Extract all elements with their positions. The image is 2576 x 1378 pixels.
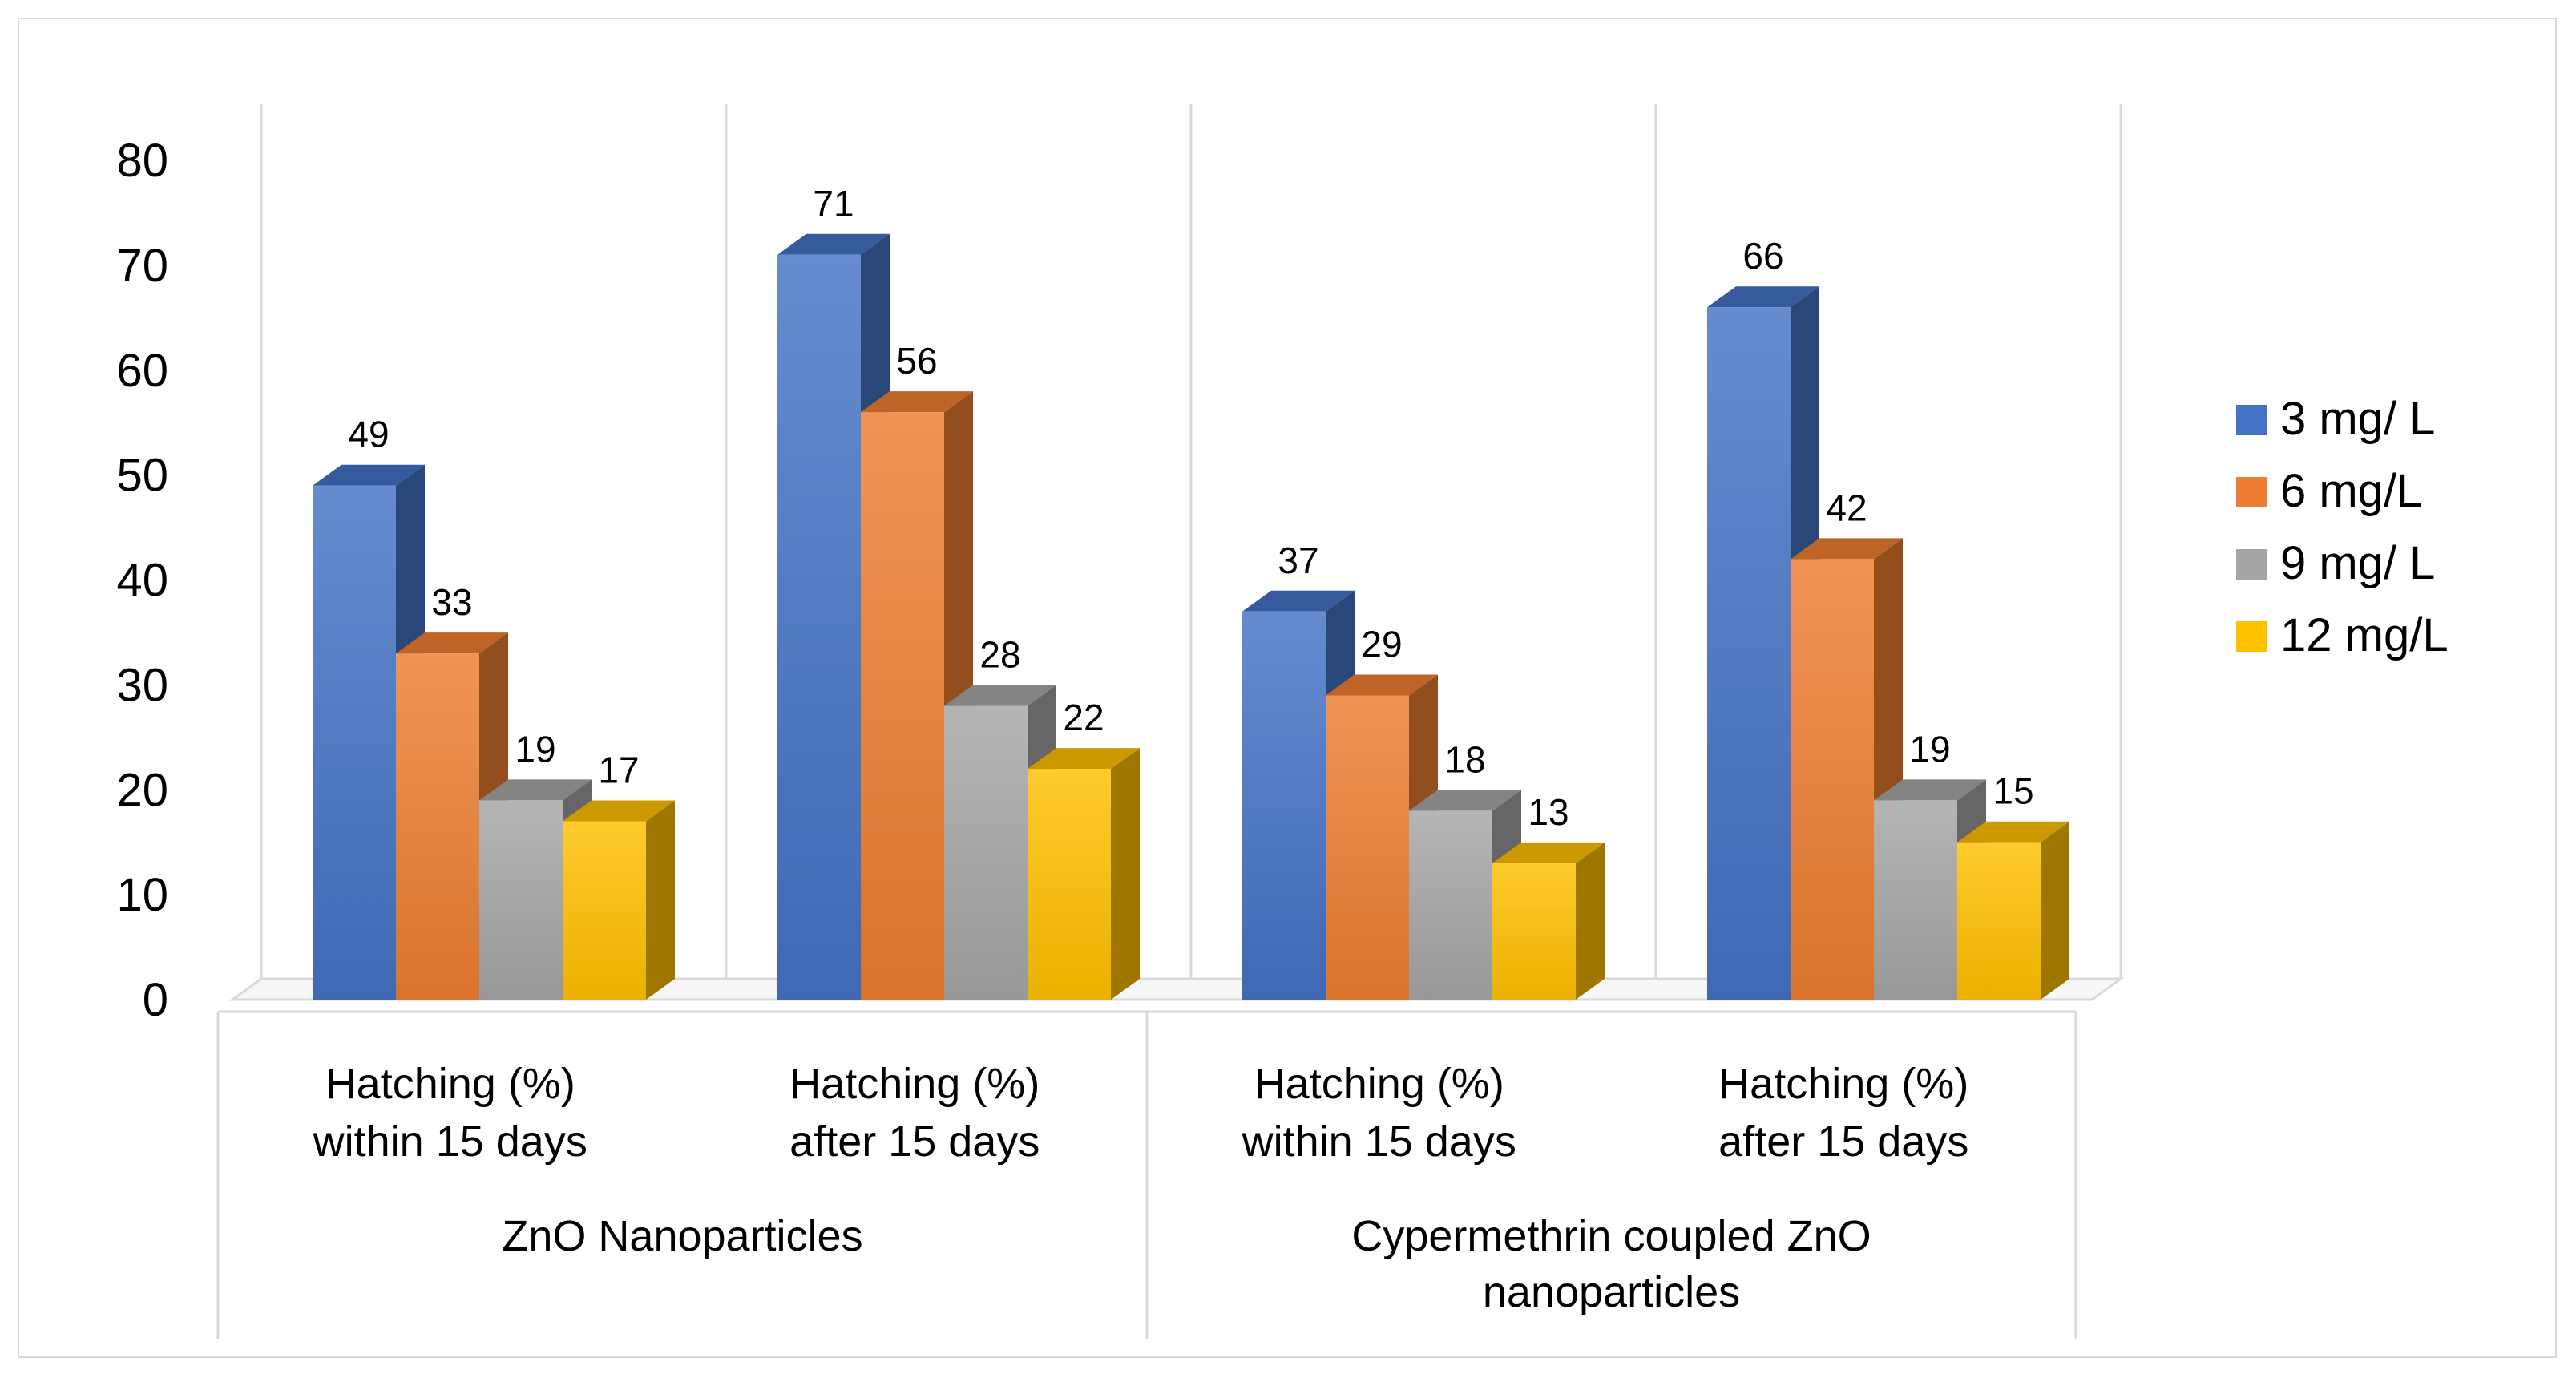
bar-top — [563, 800, 675, 822]
data-label: 18 — [1444, 738, 1485, 780]
y-tick-label: 40 — [116, 555, 168, 607]
bar-side — [1576, 842, 1605, 1000]
bar-front — [1874, 800, 1957, 1000]
category-label: within 15 days — [313, 1117, 587, 1166]
bar-12-mg-l — [1492, 842, 1605, 1000]
bar-top — [1791, 538, 1903, 560]
data-label: 56 — [896, 340, 937, 382]
bar-front — [861, 412, 944, 1000]
group-label: ZnO Nanoparticles — [502, 1212, 862, 1260]
data-labels: 49 33 19 17 71 56 28 22 37 29 18 13 66 42 19 15 — [348, 183, 2033, 833]
bar-side — [646, 800, 675, 1000]
bar-top — [1492, 842, 1605, 863]
bar-front — [1707, 307, 1791, 1000]
data-label: 17 — [598, 750, 639, 791]
y-tick-label: 50 — [116, 450, 168, 502]
category-label: after 15 days — [789, 1117, 1040, 1166]
category-label: within 15 days — [1242, 1117, 1516, 1166]
bar-front — [1409, 810, 1492, 1000]
legend-swatch — [2236, 549, 2267, 580]
data-label: 19 — [1909, 728, 1950, 770]
bar-12-mg-l — [1028, 748, 1140, 1000]
bar-top — [1242, 590, 1355, 612]
y-tick-label: 80 — [116, 135, 168, 187]
legend-swatch — [2236, 405, 2267, 435]
bar-front — [1326, 695, 1409, 1000]
y-tick-label: 70 — [116, 240, 168, 292]
y-tick-label: 20 — [116, 764, 168, 816]
category-label: Hatching (%) — [789, 1060, 1040, 1108]
bar-top — [1409, 790, 1521, 811]
y-tick-label: 60 — [116, 345, 168, 397]
bar-front — [1492, 863, 1576, 1000]
y-axis: 0 10 20 30 40 50 60 70 80 — [116, 135, 168, 1026]
bar-front — [1791, 559, 1874, 1000]
category-label: Hatching (%) — [1254, 1060, 1504, 1108]
bar-top — [777, 233, 890, 255]
bar-top — [861, 391, 973, 413]
category-label: Hatching (%) — [325, 1060, 575, 1108]
category-label: Hatching (%) — [1718, 1060, 1968, 1108]
bar-front — [1957, 842, 2041, 1000]
bar-top — [1707, 286, 1819, 308]
legend-label: 12 mg/L — [2280, 609, 2449, 661]
bar-12-mg-l — [563, 800, 675, 1000]
bar-front — [313, 485, 396, 1000]
data-label: 33 — [431, 581, 472, 623]
bar-side — [1111, 748, 1140, 1000]
data-label: 28 — [979, 634, 1020, 676]
group-label: Cypermethrin coupled ZnO — [1351, 1212, 1871, 1260]
legend-swatch — [2236, 621, 2267, 652]
bar-front — [479, 800, 563, 1000]
bar-top — [1957, 821, 2069, 843]
legend-label: 9 mg/ L — [2280, 537, 2435, 589]
bar-front — [563, 821, 646, 1000]
data-label: 42 — [1826, 487, 1867, 528]
data-label: 15 — [1993, 770, 2033, 812]
data-label: 49 — [348, 414, 389, 455]
bar-front — [777, 254, 861, 1000]
data-label: 37 — [1278, 539, 1318, 581]
y-tick-label: 30 — [116, 659, 168, 711]
bars — [313, 233, 2069, 1000]
data-label: 71 — [813, 183, 854, 224]
data-label: 29 — [1361, 623, 1402, 665]
legend: 3 mg/ L 6 mg/L 9 mg/ L 12 mg/L — [2236, 393, 2449, 661]
bar-top — [396, 632, 508, 654]
legend-label: 3 mg/ L — [2280, 393, 2435, 445]
bar-top — [944, 685, 1056, 706]
bar-front — [1028, 769, 1111, 1000]
y-tick-label: 0 — [143, 974, 168, 1026]
data-label: 66 — [1742, 235, 1783, 277]
legend-swatch — [2236, 477, 2267, 507]
bar-side — [2041, 821, 2069, 1000]
y-tick-label: 10 — [116, 869, 168, 921]
bar-12-mg-l — [1957, 821, 2069, 1000]
bar-front — [1242, 611, 1326, 1000]
bar-top — [1326, 674, 1438, 696]
x-axis: Hatching (%) within 15 days Hatching (%) af… — [216, 1010, 2077, 1339]
bar-top — [479, 779, 592, 801]
bar-top — [1874, 779, 1986, 801]
bar-front — [944, 705, 1028, 1000]
bar-6-mg-l — [396, 632, 508, 1000]
data-label: 19 — [515, 728, 555, 770]
legend-label: 6 mg/L — [2280, 465, 2422, 517]
category-label: after 15 days — [1718, 1117, 1968, 1166]
bar-top — [313, 464, 425, 486]
group-label: nanoparticles — [1483, 1268, 1740, 1316]
data-label: 13 — [1528, 791, 1569, 833]
bar-front — [396, 653, 479, 1000]
bar-top — [1028, 748, 1140, 770]
data-label: 22 — [1063, 697, 1104, 738]
